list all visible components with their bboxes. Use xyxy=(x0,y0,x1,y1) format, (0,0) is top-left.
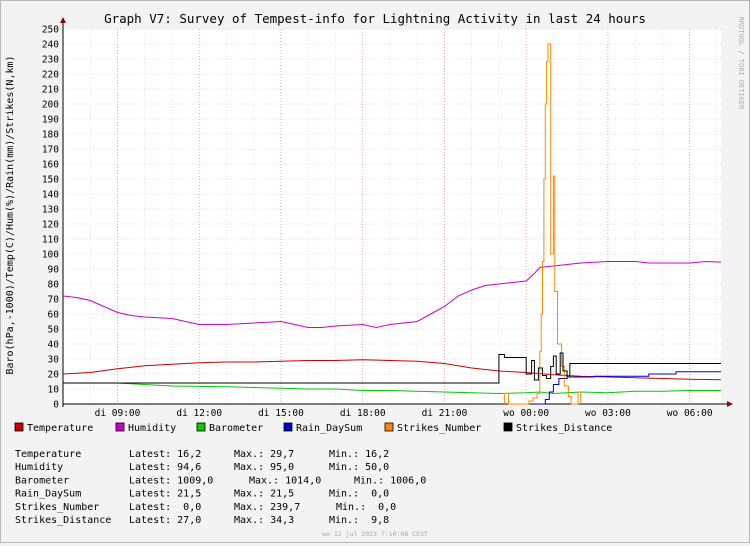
y-tick-label: 50 xyxy=(48,325,60,336)
series-line-humidity xyxy=(62,260,722,329)
series-line-rain-daysum xyxy=(535,371,721,405)
y-tick-label: 140 xyxy=(42,190,59,201)
stat-latest: Latest: 94,6 xyxy=(129,462,201,473)
y-tick-label: 40 xyxy=(48,340,60,351)
stat-name: Barometer xyxy=(15,475,69,486)
series-layer xyxy=(62,43,722,405)
stat-latest: Latest: 21,5 xyxy=(129,489,201,500)
y-axis-arrow-icon xyxy=(60,17,66,23)
series-line-barometer xyxy=(63,382,721,395)
y-axis-label: Baro(hPa,-1000)/Temp(C)/Hum(%)/Rain(mm)/… xyxy=(5,55,16,374)
legend-label: Temperature xyxy=(27,423,93,434)
legend-label: Barometer xyxy=(209,423,263,434)
legend-swatch xyxy=(503,422,513,432)
legend: Temperature Humidity Barometer Rain_DaySum S… xyxy=(14,422,612,434)
series-line-strikes-distance xyxy=(63,352,721,384)
y-tick-label: 230 xyxy=(42,55,59,66)
watermark: RRDTOOL / TOBI OETIKER xyxy=(737,17,745,111)
y-tick-label: 30 xyxy=(48,355,60,366)
x-tick-label: di 21:00 xyxy=(422,408,468,419)
stat-name: Humidity xyxy=(15,462,63,473)
y-tick-label: 80 xyxy=(48,280,60,291)
y-tick-label: 220 xyxy=(42,70,59,81)
legend-swatch xyxy=(115,422,125,432)
stat-max: Max.: 95,0 xyxy=(234,462,294,473)
timestamp-footer: wo 12 jul 2023 7:10:08 CEST xyxy=(322,530,428,538)
y-tick-label: 110 xyxy=(42,235,59,246)
stat-latest: Latest: 27,0 xyxy=(129,515,201,526)
y-tick-label: 150 xyxy=(42,175,59,186)
stat-name: Temperature xyxy=(15,449,81,460)
y-tick-label: 130 xyxy=(42,205,59,216)
x-axis-arrow-icon xyxy=(727,401,733,407)
y-tick-label: 160 xyxy=(42,160,59,171)
y-tick-label: 210 xyxy=(42,85,59,96)
stat-latest: Latest: 0,0 xyxy=(129,502,201,513)
stat-name: Rain_DaySum xyxy=(15,489,81,500)
plot-area xyxy=(63,29,721,404)
stat-max: Max.: 1014,0 xyxy=(249,475,321,486)
stat-name: Strikes_Number xyxy=(15,502,99,513)
legend-swatch xyxy=(283,422,293,432)
x-tick-label: di 15:00 xyxy=(258,408,304,419)
x-tick-label: di 09:00 xyxy=(95,408,141,419)
stat-latest: Latest: 1009,0 xyxy=(129,475,213,486)
stat-max: Max.: 34,3 xyxy=(234,515,294,526)
series-line-strikes-number xyxy=(503,43,582,405)
x-tick-label: wo 03:00 xyxy=(585,408,631,419)
x-tick-label: wo 06:00 xyxy=(667,408,713,419)
y-tick-label: 90 xyxy=(48,265,60,276)
legend-label: Humidity xyxy=(128,423,176,434)
legend-swatch xyxy=(196,422,206,432)
y-tick-label: 20 xyxy=(48,370,60,381)
y-tick-label: 170 xyxy=(42,145,59,156)
y-tick-label: 10 xyxy=(48,385,60,396)
y-tick-label: 70 xyxy=(48,295,60,306)
y-tick-label: 200 xyxy=(42,100,59,111)
stat-max: Max.: 21,5 xyxy=(234,489,294,500)
stat-min: Min.: 0,0 xyxy=(329,489,389,500)
y-tick-label: 180 xyxy=(42,130,59,141)
stat-min: Min.: 50,0 xyxy=(329,462,389,473)
stat-name: Strikes_Distance xyxy=(15,515,111,526)
stat-latest: Latest: 16,2 xyxy=(129,449,201,460)
legend-label: Strikes_Number xyxy=(397,423,481,434)
stat-min: Min.: 16,2 xyxy=(329,449,389,460)
chart-title: Graph V7: Survey of Tempest-info for Lig… xyxy=(104,11,646,26)
y-tick-label: 120 xyxy=(42,220,59,231)
x-tick-label: di 18:00 xyxy=(340,408,386,419)
stat-min: Min.: 0,0 xyxy=(336,502,396,513)
legend-swatch xyxy=(14,422,24,432)
grid xyxy=(63,28,721,405)
series-line-temperature xyxy=(62,359,722,381)
stats-table: Temperature Latest: 16,2 Max.: 29,7 Min.: 1… xyxy=(15,449,426,526)
x-tick-label: wo 00:00 xyxy=(503,408,549,419)
legend-label: Rain_DaySum xyxy=(296,423,362,434)
legend-label: Strikes_Distance xyxy=(516,423,612,434)
y-tick-label: 240 xyxy=(42,40,59,51)
y-tick-label: 60 xyxy=(48,310,60,321)
legend-swatch xyxy=(384,422,394,432)
stat-min: Min.: 9,8 xyxy=(329,515,389,526)
y-tick-label: 190 xyxy=(42,115,59,126)
axes: 0 10 20 30 40 50 60 70 80 90 100 110 120 130 140 150 160… xyxy=(42,17,733,419)
y-tick-label: 100 xyxy=(42,250,59,261)
y-tick-label: 250 xyxy=(42,25,59,36)
stat-max: Max.: 239,7 xyxy=(234,502,300,513)
x-tick-label: di 12:00 xyxy=(176,408,222,419)
stat-min: Min.: 1006,0 xyxy=(354,475,426,486)
y-tick-label: 0 xyxy=(53,400,59,411)
stat-max: Max.: 29,7 xyxy=(234,449,294,460)
